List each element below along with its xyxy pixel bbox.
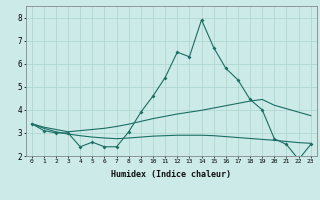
X-axis label: Humidex (Indice chaleur): Humidex (Indice chaleur) xyxy=(111,170,231,179)
